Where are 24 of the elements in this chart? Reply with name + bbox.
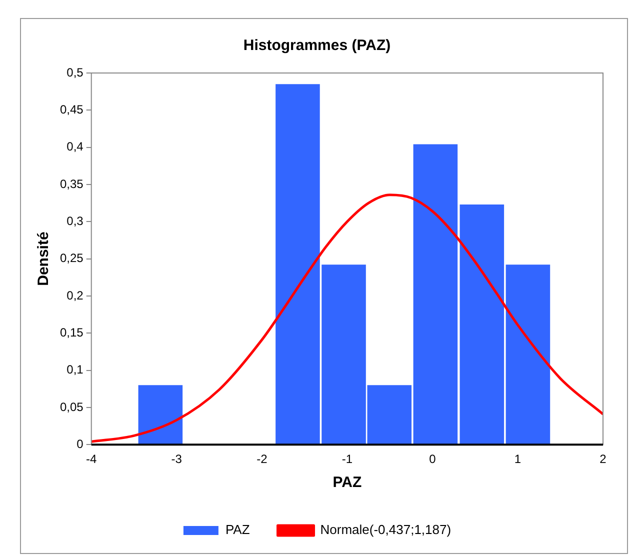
y-tick-label: 0,35	[60, 176, 84, 191]
y-tick-label: 0,5	[66, 65, 84, 80]
y-tick-label: 0	[76, 436, 84, 451]
x-tick-label: -3	[171, 452, 182, 466]
y-tick-label: 0,3	[66, 214, 84, 228]
legend-label: PAZ	[225, 522, 250, 538]
x-tick-label: 0	[429, 452, 436, 466]
x-tick-label: 2	[600, 452, 607, 466]
x-tick-label: 1	[514, 452, 522, 466]
x-tick-label: -4	[86, 452, 98, 466]
y-tick-label: 0,4	[66, 140, 84, 154]
y-tick-label: 0,15	[60, 325, 84, 340]
y-tick-label: 0,2	[66, 288, 84, 302]
x-axis-title: PAZ	[332, 474, 362, 492]
x-tick-label: -1	[342, 452, 353, 466]
line-series	[91, 194, 603, 443]
y-tick-label: 0,05	[60, 400, 84, 414]
x-tick-label: -2	[256, 452, 268, 466]
y-axis-title: Densité	[35, 232, 52, 286]
chart-title: Histogrammes (PAZ)	[243, 37, 391, 54]
y-tick-label: 0,45	[60, 102, 84, 116]
legend-label: Normale(-0,437;1,187)	[320, 522, 452, 538]
y-tick-label: 0,1	[66, 362, 84, 377]
y-tick-label: 0,25	[60, 251, 84, 266]
